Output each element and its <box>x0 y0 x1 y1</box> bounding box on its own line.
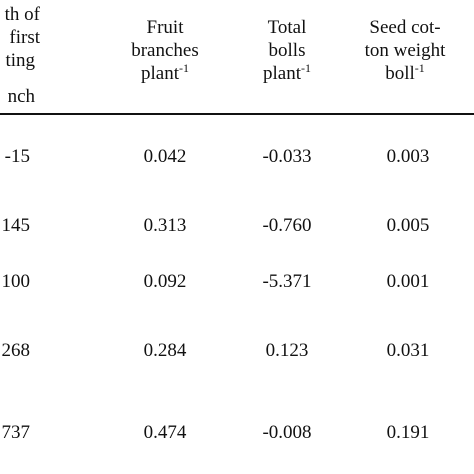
header-text: plant <box>141 63 179 84</box>
header-line: Seed cot- <box>369 17 441 38</box>
header-line: ting <box>5 50 35 71</box>
header-line: bolls <box>268 40 306 61</box>
table-cell: -0.008 <box>262 422 312 443</box>
header-line: ton weight <box>364 40 446 61</box>
table-cell: 0.001 <box>386 271 430 292</box>
header-text: boll <box>385 63 415 84</box>
header-line: first <box>9 27 40 48</box>
table-cell: -5.371 <box>262 271 312 292</box>
table-cell: 268 <box>1 340 31 361</box>
header-line: plant-1 <box>141 61 189 85</box>
header-line: Total <box>267 17 307 38</box>
table-cell: 100 <box>1 271 31 292</box>
header-line: Fruit <box>146 17 184 38</box>
table-cell: 0.092 <box>143 271 187 292</box>
table-cell: 0.313 <box>143 215 187 236</box>
table-cell: 0.191 <box>386 422 430 443</box>
header-sup: -1 <box>179 61 189 75</box>
table-cell: 0.123 <box>265 340 309 361</box>
header-line: nch <box>7 86 35 107</box>
table-cell: 0.003 <box>386 146 430 167</box>
table-cell: 145 <box>1 215 31 236</box>
table-cell: -15 <box>4 146 30 167</box>
header-line: plant-1 <box>263 61 311 85</box>
table-cell: 0.284 <box>143 340 187 361</box>
header-rule <box>0 113 474 115</box>
table-cell: 0.042 <box>143 146 187 167</box>
header-sup: -1 <box>414 61 425 75</box>
table-cell: -0.033 <box>262 146 312 167</box>
header-text: plant <box>263 63 301 84</box>
table-cell: 0.031 <box>386 340 430 361</box>
table-cell: 0.005 <box>386 215 430 236</box>
header-line: branches <box>131 40 199 61</box>
header-sup: -1 <box>301 61 311 75</box>
table-cell: 0.474 <box>143 422 187 443</box>
table-cell: -0.760 <box>262 215 312 236</box>
header-line: boll-1 <box>385 61 425 85</box>
header-line: th of <box>4 4 40 25</box>
table-cell: 737 <box>1 422 31 443</box>
